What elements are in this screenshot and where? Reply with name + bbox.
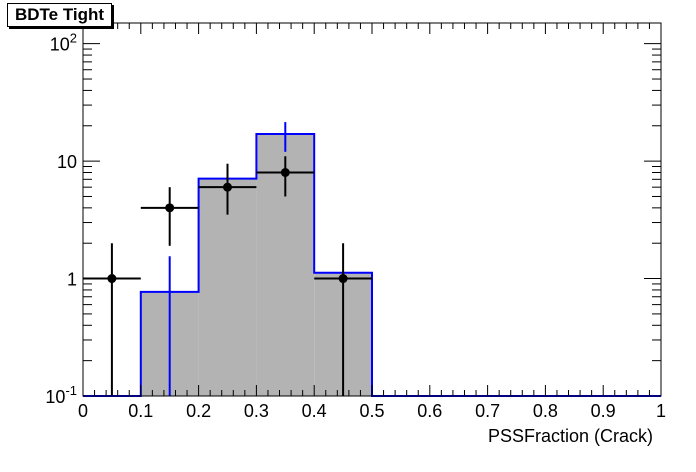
x-tick-label: 0.1	[128, 401, 153, 421]
data-point	[107, 274, 117, 284]
data-point	[280, 168, 290, 178]
x-tick-label: 0.6	[417, 401, 442, 421]
histogram-bar	[198, 178, 257, 396]
x-tick-label: 0.8	[533, 401, 558, 421]
x-tick-label: 0	[78, 401, 88, 421]
data-point	[223, 182, 232, 192]
x-tick-label: 1	[656, 401, 666, 421]
data-point	[338, 274, 348, 284]
y-tick-label: 1	[67, 270, 77, 290]
x-tick-label: 0.4	[302, 401, 327, 421]
x-tick-label: 0.5	[359, 401, 384, 421]
y-tick-label: 10-1	[45, 383, 77, 407]
x-tick-label: 0.9	[591, 401, 616, 421]
x-tick-label: 0.2	[186, 401, 211, 421]
data-point	[165, 203, 175, 213]
x-tick-label: 0.7	[475, 401, 500, 421]
y-tick-label: 102	[50, 31, 77, 55]
x-axis-title: PSSFraction (Crack)	[488, 426, 653, 446]
x-tick-label: 0.3	[244, 401, 269, 421]
chart-title: BDTe Tight	[7, 3, 113, 27]
y-tick-label: 10	[57, 152, 77, 172]
